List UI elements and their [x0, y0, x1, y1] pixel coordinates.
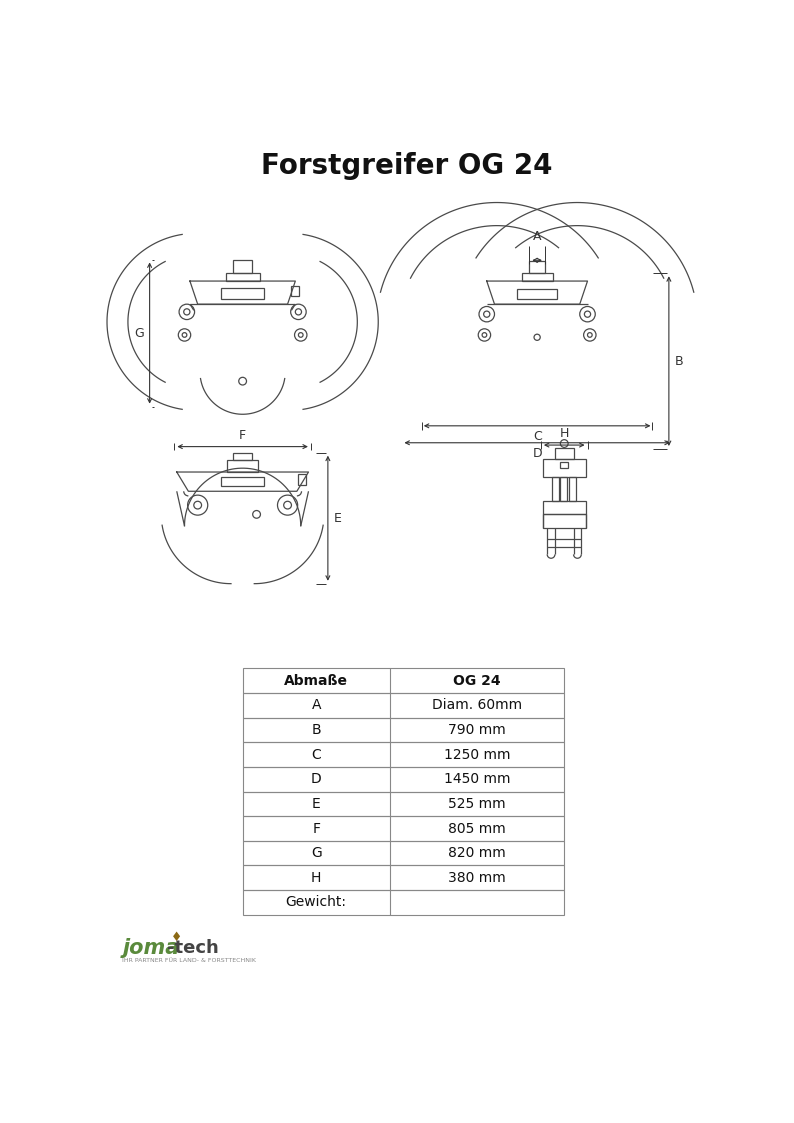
Text: ♦: ♦ — [172, 931, 183, 944]
Text: F: F — [312, 822, 320, 836]
Bar — [243, 767, 565, 792]
Text: 805 mm: 805 mm — [448, 822, 506, 836]
Text: A: A — [311, 699, 321, 712]
Text: 820 mm: 820 mm — [448, 846, 506, 860]
Bar — [542, 501, 586, 514]
Text: IHR PARTNER FÜR LAND- & FORSTTECHNIK: IHR PARTNER FÜR LAND- & FORSTTECHNIK — [122, 958, 256, 962]
Text: 1250 mm: 1250 mm — [444, 748, 511, 761]
Bar — [243, 693, 565, 718]
Bar — [555, 448, 573, 459]
Text: G: G — [311, 846, 322, 860]
Text: Gewicht:: Gewicht: — [286, 895, 347, 910]
Text: C: C — [311, 748, 321, 761]
Text: B: B — [311, 723, 321, 737]
Text: E: E — [333, 512, 341, 524]
Bar — [530, 261, 545, 273]
Text: 790 mm: 790 mm — [448, 723, 506, 737]
Bar — [233, 453, 252, 460]
Text: D: D — [532, 447, 542, 460]
Bar — [561, 462, 569, 468]
Text: OG 24: OG 24 — [453, 674, 501, 687]
Bar — [233, 259, 252, 273]
Text: D: D — [311, 773, 322, 786]
Bar — [227, 460, 258, 472]
Bar — [569, 477, 576, 501]
Text: F: F — [239, 429, 246, 442]
Bar — [517, 289, 557, 299]
Bar — [221, 287, 264, 299]
Text: Abmaße: Abmaße — [284, 674, 349, 687]
Bar — [221, 476, 264, 486]
Text: Diam. 60mm: Diam. 60mm — [432, 699, 522, 712]
Bar — [243, 891, 565, 915]
Text: C: C — [533, 430, 542, 444]
Bar — [243, 742, 565, 767]
Bar — [243, 841, 565, 866]
Bar — [243, 668, 565, 693]
Text: H: H — [560, 428, 569, 440]
Bar — [243, 792, 565, 816]
Bar — [299, 474, 306, 485]
Bar — [225, 273, 260, 281]
Bar — [243, 816, 565, 841]
Text: 525 mm: 525 mm — [449, 797, 506, 811]
Bar — [542, 514, 586, 528]
Text: -tech: -tech — [168, 939, 219, 957]
Text: H: H — [311, 870, 322, 885]
Bar — [243, 866, 565, 891]
Text: Forstgreifer OG 24: Forstgreifer OG 24 — [261, 152, 553, 180]
Text: 380 mm: 380 mm — [448, 870, 506, 885]
Text: joma: joma — [122, 938, 180, 958]
Text: E: E — [312, 797, 321, 811]
Text: A: A — [533, 230, 542, 244]
Bar — [542, 459, 586, 477]
Bar — [291, 285, 299, 296]
Bar — [522, 273, 553, 281]
Bar — [243, 718, 565, 742]
Text: 1450 mm: 1450 mm — [444, 773, 511, 786]
Text: G: G — [134, 327, 145, 339]
Bar — [561, 477, 568, 501]
Text: B: B — [674, 355, 683, 367]
Bar — [552, 477, 559, 501]
